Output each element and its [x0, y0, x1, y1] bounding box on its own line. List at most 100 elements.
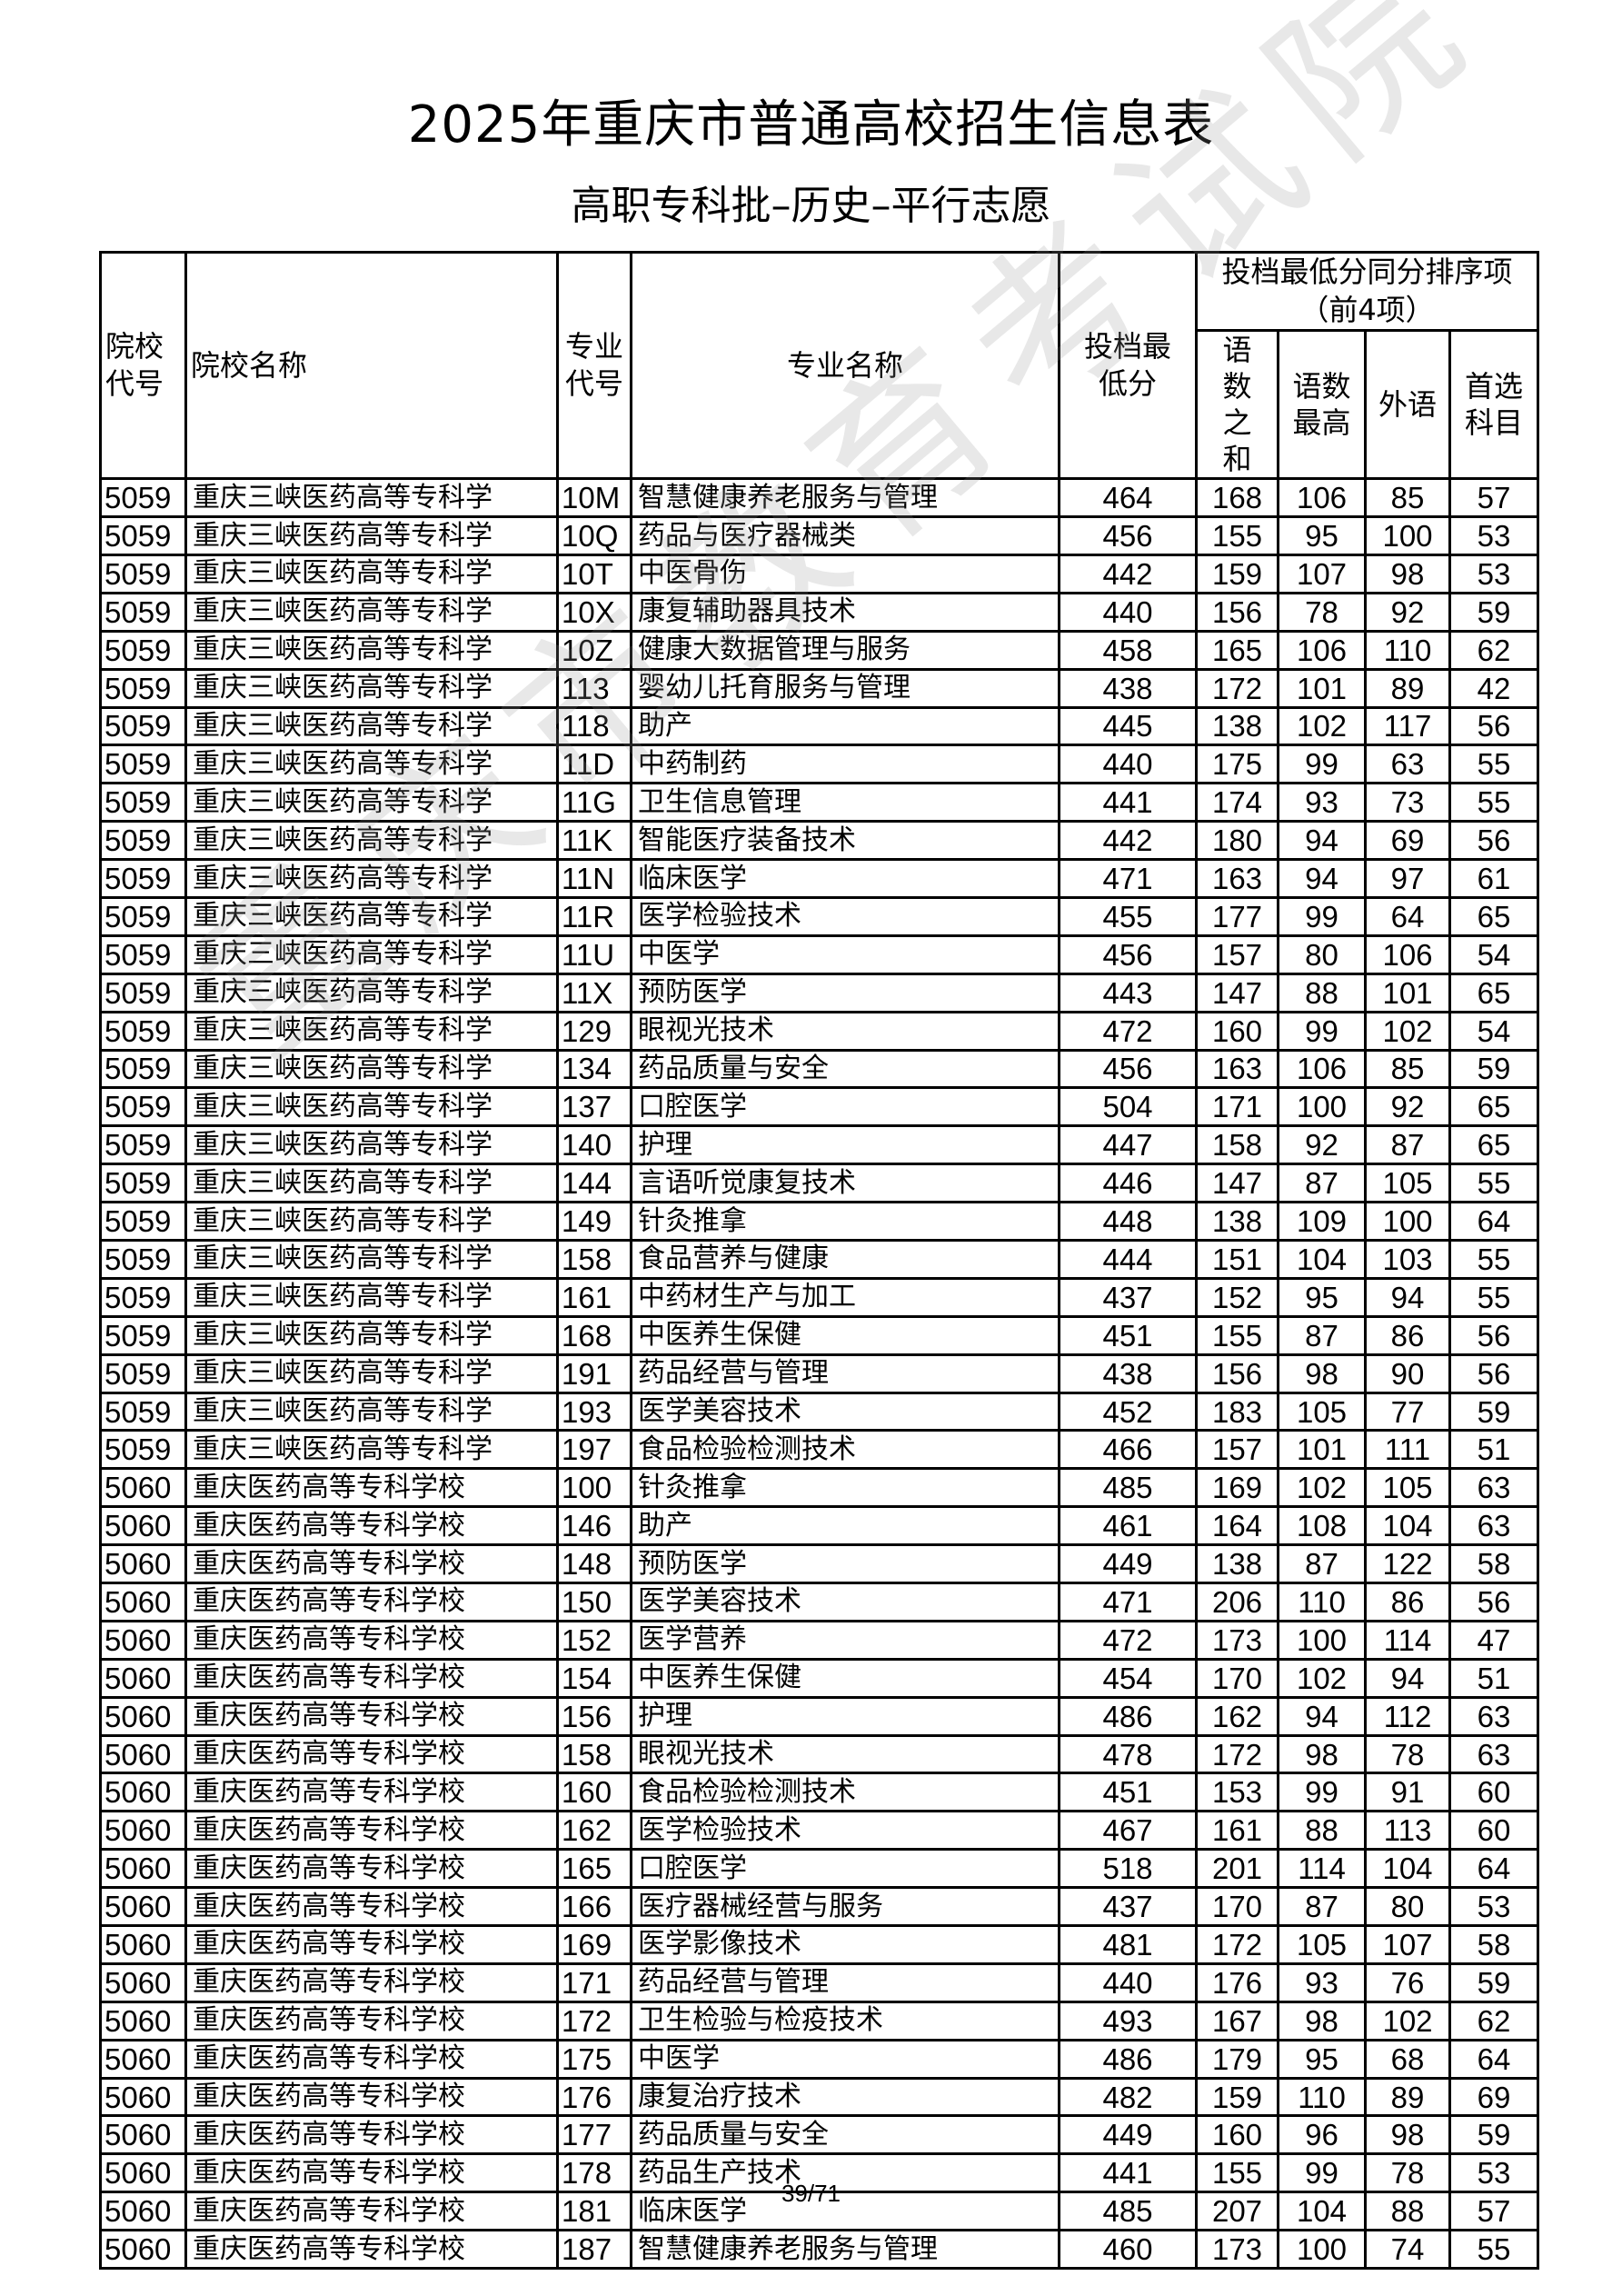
- cell-school-code: 5059: [99, 1353, 187, 1394]
- cell-major-name: 中医骨伤: [630, 553, 1060, 594]
- cell-school-code: 5060: [99, 1467, 187, 1509]
- cell-school-code: 5059: [99, 1124, 187, 1166]
- cell-foreign-language: 104: [1364, 1848, 1451, 1890]
- cell-school-code: 5060: [99, 1619, 187, 1661]
- cell-major-code: 193: [556, 1391, 632, 1433]
- cell-major-code: 118: [556, 705, 632, 747]
- cell-first-subject: 59: [1448, 1048, 1539, 1090]
- cell-min-score: 443: [1058, 972, 1198, 1013]
- cell-chinese-math-max: 95: [1277, 2038, 1367, 2080]
- cell-chinese-math-max: 110: [1277, 2076, 1367, 2118]
- cell-major-code: 177: [556, 2114, 632, 2156]
- cell-foreign-language: 89: [1364, 2076, 1451, 2118]
- cell-major-name: 药品质量与安全: [630, 2114, 1060, 2156]
- cell-school-name: 重庆医药高等专科学校: [184, 2076, 559, 2118]
- cell-foreign-language: 101: [1364, 972, 1451, 1013]
- cell-first-subject: 56: [1448, 705, 1539, 747]
- table-row: 5060 重庆医药高等专科学校 169 医学影像技术 481 172 105 107 58: [99, 1924, 1539, 1965]
- cell-chinese-math-max: 107: [1277, 553, 1367, 594]
- cell-foreign-language: 111: [1364, 1429, 1451, 1471]
- cell-chinese-math-sum: 207: [1195, 2191, 1279, 2232]
- cell-school-name: 重庆医药高等专科学校: [184, 1505, 559, 1547]
- cell-chinese-math-sum: 138: [1195, 1543, 1279, 1585]
- cell-min-score: 472: [1058, 1010, 1198, 1052]
- cell-school-name: 重庆三峡医药高等专科学: [184, 515, 559, 556]
- cell-major-name: 助产: [630, 705, 1060, 747]
- cell-major-name: 医疗器械经营与服务: [630, 1886, 1060, 1928]
- cell-school-name: 重庆医药高等专科学校: [184, 1772, 559, 1813]
- cell-major-name: 针灸推拿: [630, 1201, 1060, 1242]
- cell-major-code: 160: [556, 1772, 632, 1813]
- cell-chinese-math-max: 87: [1277, 1163, 1367, 1204]
- cell-school-code: 5059: [99, 553, 187, 594]
- cell-major-name: 婴幼儿托育服务与管理: [630, 667, 1060, 709]
- cell-school-code: 5060: [99, 2191, 187, 2232]
- cell-chinese-math-sum: 159: [1195, 2076, 1279, 2118]
- header-tiebreak-foreign-language: 外语: [1364, 329, 1451, 481]
- cell-major-name: 预防医学: [630, 1543, 1060, 1585]
- table-row: 5060 重庆医药高等专科学校 187 智慧健康养老服务与管理 460 173 100 74 5…: [99, 2229, 1539, 2271]
- cell-school-name: 重庆三峡医药高等专科学: [184, 895, 559, 937]
- cell-chinese-math-sum: 165: [1195, 629, 1279, 671]
- cell-chinese-math-sum: 173: [1195, 2229, 1279, 2271]
- cell-first-subject: 62: [1448, 2000, 1539, 2041]
- table-row: 5059 重庆三峡医药高等专科学 197 食品检验检测技术 466 157 101 111 51: [99, 1429, 1539, 1471]
- cell-school-name: 重庆三峡医药高等专科学: [184, 972, 559, 1013]
- cell-chinese-math-sum: 169: [1195, 1467, 1279, 1509]
- cell-school-code: 5060: [99, 2076, 187, 2118]
- cell-first-subject: 63: [1448, 1695, 1539, 1737]
- cell-first-subject: 42: [1448, 667, 1539, 709]
- cell-min-score: 447: [1058, 1124, 1198, 1166]
- cell-chinese-math-max: 99: [1277, 1772, 1367, 1813]
- cell-chinese-math-max: 99: [1277, 1010, 1367, 1052]
- cell-major-name: 食品检验检测技术: [630, 1429, 1060, 1471]
- cell-school-code: 5059: [99, 1163, 187, 1204]
- cell-foreign-language: 64: [1364, 895, 1451, 937]
- cell-school-code: 5059: [99, 1010, 187, 1052]
- cell-school-code: 5060: [99, 1772, 187, 1813]
- cell-first-subject: 55: [1448, 1163, 1539, 1204]
- cell-major-name: 中医学: [630, 933, 1060, 975]
- cell-major-name: 医学美容技术: [630, 1582, 1060, 1622]
- cell-first-subject: 53: [1448, 553, 1539, 594]
- cell-major-name: 护理: [630, 1695, 1060, 1737]
- cell-major-name: 智慧健康养老服务与管理: [630, 477, 1060, 519]
- cell-min-score: 482: [1058, 2076, 1198, 2118]
- cell-major-name: 药品生产技术: [630, 2152, 1060, 2194]
- cell-chinese-math-max: 106: [1277, 477, 1367, 519]
- cell-foreign-language: 78: [1364, 1733, 1451, 1775]
- cell-school-code: 5060: [99, 1962, 187, 2003]
- cell-major-code: 100: [556, 1467, 632, 1509]
- cell-chinese-math-max: 100: [1277, 1619, 1367, 1661]
- cell-school-code: 5059: [99, 591, 187, 633]
- cell-major-code: 113: [556, 667, 632, 709]
- cell-chinese-math-max: 101: [1277, 667, 1367, 709]
- cell-chinese-math-max: 94: [1277, 1695, 1367, 1737]
- cell-chinese-math-max: 95: [1277, 1276, 1367, 1318]
- cell-foreign-language: 94: [1364, 1657, 1451, 1699]
- cell-major-name: 中药材生产与加工: [630, 1276, 1060, 1318]
- cell-major-name: 药品经营与管理: [630, 1962, 1060, 2003]
- cell-chinese-math-max: 108: [1277, 1505, 1367, 1547]
- cell-school-code: 5059: [99, 782, 187, 824]
- cell-chinese-math-max: 106: [1277, 1048, 1367, 1090]
- cell-major-name: 医学检验技术: [630, 895, 1060, 937]
- cell-major-name: 康复辅助器具技术: [630, 591, 1060, 633]
- cell-school-name: 重庆三峡医药高等专科学: [184, 591, 559, 633]
- cell-school-name: 重庆三峡医药高等专科学: [184, 1276, 559, 1318]
- cell-foreign-language: 76: [1364, 1962, 1451, 2003]
- cell-chinese-math-sum: 162: [1195, 1695, 1279, 1737]
- cell-major-name: 智慧健康养老服务与管理: [630, 2229, 1060, 2271]
- cell-min-score: 444: [1058, 1239, 1198, 1280]
- cell-first-subject: 56: [1448, 1582, 1539, 1622]
- cell-school-name: 重庆三峡医药高等专科学: [184, 744, 559, 785]
- cell-foreign-language: 105: [1364, 1163, 1451, 1204]
- cell-school-code: 5060: [99, 1810, 187, 1852]
- cell-school-name: 重庆三峡医药高等专科学: [184, 705, 559, 747]
- cell-major-code: 148: [556, 1543, 632, 1585]
- cell-min-score: 438: [1058, 1353, 1198, 1394]
- cell-foreign-language: 110: [1364, 629, 1451, 671]
- cell-foreign-language: 106: [1364, 933, 1451, 975]
- cell-min-score: 448: [1058, 1201, 1198, 1242]
- cell-school-name: 重庆医药高等专科学校: [184, 2191, 559, 2232]
